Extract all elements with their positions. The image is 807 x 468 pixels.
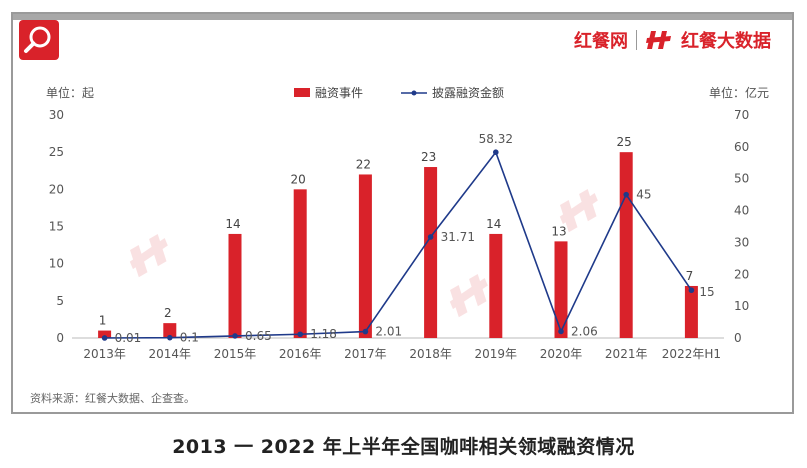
y-right-tick-label: 0: [734, 331, 742, 345]
y-left-tick-label: 0: [56, 331, 64, 345]
y-right-tick-label: 30: [734, 235, 749, 249]
bar-value-label: 25: [617, 135, 632, 149]
bar-value-label: 2: [164, 306, 172, 320]
bar: [424, 167, 438, 338]
x-tick-label: 2013年: [83, 347, 126, 361]
y-right-tick-label: 60: [734, 140, 749, 154]
bar: [98, 330, 112, 338]
legend-line-label: 披露融资金额: [432, 86, 505, 100]
bar-value-label: 14: [486, 217, 501, 231]
bar: [489, 233, 503, 338]
y-left-tick-label: 15: [49, 220, 64, 234]
y-left-tick-label: 5: [56, 294, 64, 308]
watermark-group: [129, 189, 598, 318]
h-brand-icon: [646, 31, 671, 49]
bar: [684, 285, 698, 338]
bar: [163, 323, 177, 338]
x-tick-label: 2021年: [605, 347, 648, 361]
y-left-axis-label: 单位：起: [46, 86, 95, 100]
bar-value-label: 13: [551, 224, 566, 238]
bar: [228, 233, 242, 338]
line-point: [232, 333, 238, 339]
y-right-tick-label: 70: [734, 108, 749, 122]
line-value-label: 15: [699, 285, 714, 299]
chart-title: 2013 一 2022 年上半年全国咖啡相关领域融资情况: [172, 436, 635, 458]
legend-bar-swatch: [294, 88, 310, 97]
line-point: [297, 331, 304, 338]
brand-header: 红餐网 红餐大数据: [574, 26, 771, 54]
bar-value-label: 7: [686, 269, 694, 283]
y-left-tick-label: 10: [49, 257, 64, 271]
x-tick-label: 2016年: [279, 347, 322, 361]
line-point: [101, 335, 108, 341]
x-tick-label: 2022年H1: [662, 347, 721, 361]
y-left-tick-label: 25: [49, 145, 64, 159]
y-right-tick-label: 10: [734, 299, 749, 313]
x-tick-label: 2019年: [475, 347, 518, 361]
line-series-path: [104, 150, 693, 339]
line-value-label: 2.06: [571, 324, 598, 338]
line-point: [167, 334, 173, 341]
y-right-tick-label: 40: [734, 204, 749, 218]
line-point: [623, 191, 629, 198]
x-tick-label: 2018年: [409, 347, 452, 361]
bar: [619, 152, 633, 338]
line-value-label: 2.01: [375, 325, 402, 339]
line-point: [493, 149, 499, 156]
line-point: [362, 328, 369, 335]
brand-name-2: 红餐大数据: [681, 31, 771, 52]
bar: [554, 241, 568, 338]
y-right-tick-label: 20: [734, 267, 749, 281]
bar-value-label: 22: [356, 157, 371, 171]
brand-name-1: 红餐网: [574, 31, 628, 52]
x-tick-label: 2017年: [344, 347, 387, 361]
line-value-label: 31.71: [441, 230, 475, 244]
x-tick-label: 2015年: [214, 347, 257, 361]
line-point: [688, 287, 695, 294]
bar-value-label: 1: [99, 314, 107, 328]
x-tick-label: 2014年: [149, 347, 192, 361]
line-value-label: 0.01: [115, 331, 142, 345]
magnifier-logo-icon: [19, 20, 59, 60]
line-value-label: 0.65: [245, 329, 272, 343]
y-right-tick-label: 50: [734, 172, 749, 186]
bar-value-label: 14: [225, 217, 240, 231]
line-value-label: 0.1: [180, 331, 199, 345]
source-note: 资料来源：红餐大数据、企查查。: [30, 392, 195, 405]
chart-frame: [11, 12, 794, 414]
x-tick-label: 2020年: [540, 347, 583, 361]
line-value-label: 1.18: [310, 327, 337, 341]
y-right-axis-label: 单位：亿元: [708, 86, 769, 100]
y-left-tick-label: 20: [49, 182, 64, 196]
frame-top-bar: [13, 14, 792, 20]
legend-line-swatch: [401, 90, 428, 95]
legend: 融资事件 披露融资金额: [294, 84, 504, 101]
bar-value-label: 23: [421, 150, 436, 164]
legend-bar-label: 融资事件: [315, 86, 364, 100]
bar: [293, 189, 307, 338]
y-left-tick-label: 30: [49, 108, 64, 122]
bar: [358, 174, 372, 338]
bar-value-label: 20: [291, 172, 306, 186]
line-value-label: 58.32: [479, 132, 513, 146]
line-point: [558, 328, 564, 335]
line-value-label: 45: [636, 188, 651, 202]
brand-separator: [636, 30, 637, 50]
line-point: [427, 234, 434, 240]
